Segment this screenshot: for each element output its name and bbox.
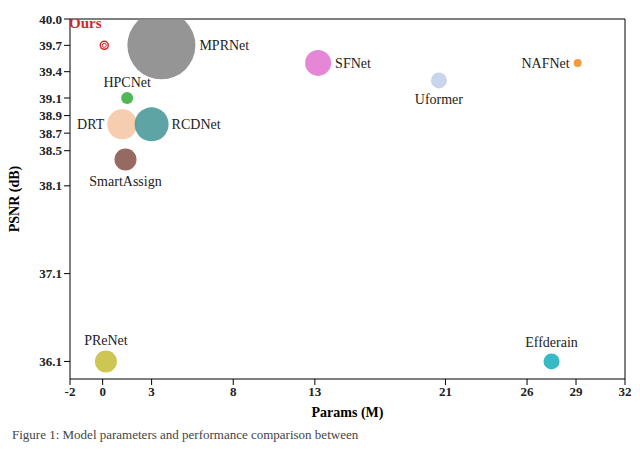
svg-text:Params (M): Params (M)	[312, 405, 384, 421]
svg-text:0: 0	[99, 384, 106, 399]
svg-text:Effderain: Effderain	[525, 335, 578, 350]
svg-text:37.1: 37.1	[39, 266, 62, 281]
svg-text:RCDNet: RCDNet	[172, 117, 221, 132]
svg-text:32: 32	[619, 384, 632, 399]
svg-text:26: 26	[521, 384, 535, 399]
svg-text:PReNet: PReNet	[84, 333, 128, 348]
svg-text:DRT: DRT	[77, 117, 105, 132]
svg-text:Ours: Ours	[70, 19, 102, 31]
svg-text:NAFNet: NAFNet	[521, 56, 569, 71]
svg-text:MPRNet: MPRNet	[199, 38, 249, 53]
svg-text:39.4: 39.4	[39, 64, 62, 79]
svg-text:SmartAssign: SmartAssign	[89, 174, 161, 189]
svg-text:Uformer: Uformer	[415, 92, 464, 107]
svg-text:29: 29	[570, 384, 584, 399]
svg-text:38.5: 38.5	[39, 143, 62, 158]
svg-text:36.1: 36.1	[39, 354, 62, 369]
svg-text:HPCNet: HPCNet	[103, 75, 151, 90]
svg-text:SFNet: SFNet	[335, 56, 371, 71]
svg-text:13: 13	[308, 384, 322, 399]
svg-text:PSNR (dB): PSNR (dB)	[8, 165, 23, 232]
svg-text:39.7: 39.7	[39, 38, 62, 53]
svg-text:-2: -2	[65, 384, 76, 399]
svg-text:38.7: 38.7	[39, 126, 62, 141]
svg-text:3: 3	[148, 384, 155, 399]
svg-text:38.1: 38.1	[39, 178, 62, 193]
html-text:Figure 1: Model parameters and: Figure 1: Model parameters and performan…	[12, 427, 359, 442]
svg-text:40.0: 40.0	[39, 12, 62, 27]
svg-text:21: 21	[439, 384, 452, 399]
svg-text:8: 8	[230, 384, 237, 399]
svg-text:39.1: 39.1	[39, 91, 62, 106]
svg-text:38.9: 38.9	[39, 108, 62, 123]
